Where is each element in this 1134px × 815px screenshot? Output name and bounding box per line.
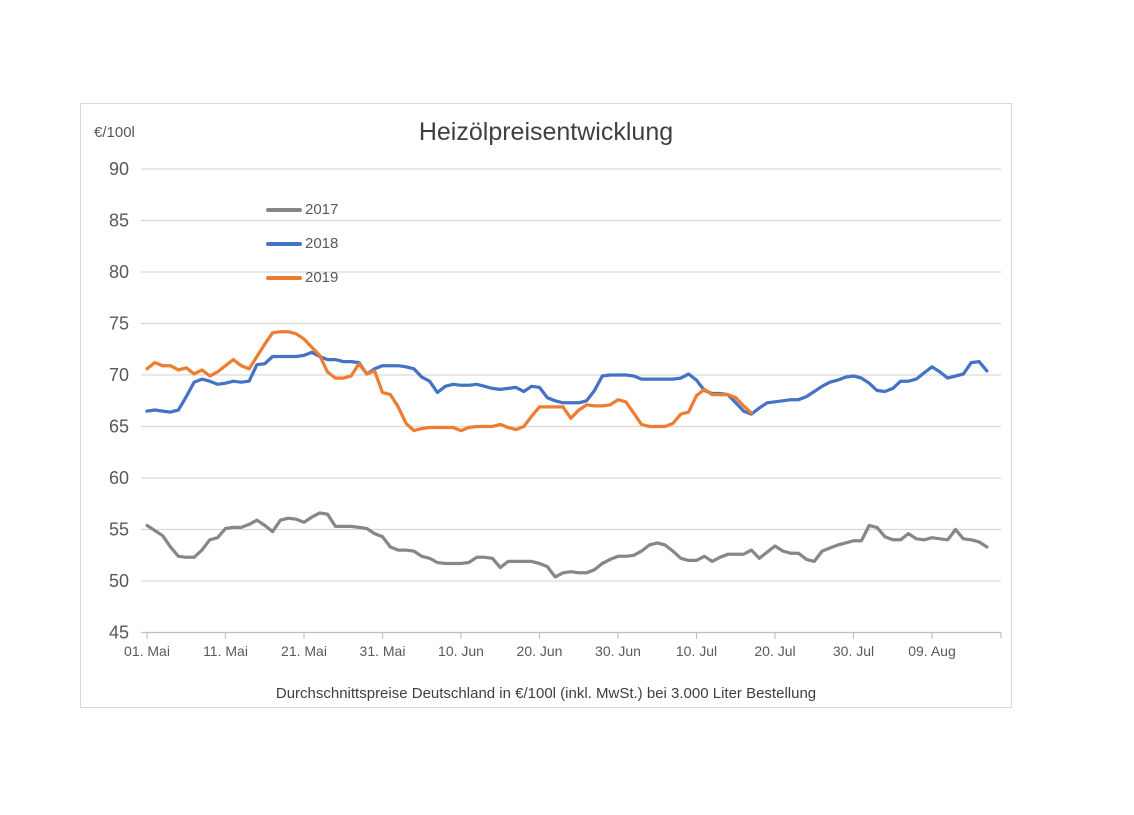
y-tick-label-60: 60 bbox=[109, 468, 129, 488]
legend-label-2019: 2019 bbox=[305, 269, 339, 286]
x-tick-label: 10. Jul bbox=[676, 643, 717, 659]
x-tick-label: 10. Jun bbox=[438, 643, 484, 659]
y-tick-label-75: 75 bbox=[109, 314, 129, 334]
legend-item-2018: 2018 bbox=[266, 233, 338, 254]
x-tick-label: 09. Aug bbox=[908, 643, 956, 659]
series-line-2018 bbox=[145, 350, 989, 416]
legend-item-2019: 2019 bbox=[266, 267, 338, 288]
series-line-2019 bbox=[145, 330, 754, 433]
y-tick-label-70: 70 bbox=[109, 365, 129, 385]
x-tick-label: 11. Mai bbox=[203, 643, 248, 659]
y-tick-label-45: 45 bbox=[109, 623, 129, 643]
legend: 2017 2018 2019 bbox=[266, 199, 338, 288]
legend-item-2017: 2017 bbox=[266, 199, 338, 220]
chart-card: 90 85 80 75 70 65 60 55 50 45 01. Mai 11. Mai 21. Ma… bbox=[80, 103, 1012, 708]
y-tick-label-85: 85 bbox=[109, 211, 129, 231]
y-axis-unit-label: €/100l bbox=[94, 124, 135, 141]
y-tick-label-65: 65 bbox=[109, 417, 129, 437]
legend-label-2018: 2018 bbox=[305, 235, 339, 252]
chart-title: Heizölpreisentwicklung bbox=[418, 118, 674, 146]
y-tick-label-50: 50 bbox=[109, 571, 129, 591]
legend-swatch-2017 bbox=[266, 207, 302, 212]
x-tick-label: 21. Mai bbox=[281, 643, 327, 659]
x-tick-label: 30. Jul bbox=[833, 643, 874, 659]
y-tick-label-80: 80 bbox=[109, 262, 129, 282]
y-tick-label-55: 55 bbox=[109, 520, 129, 540]
legend-swatch-2019 bbox=[266, 275, 302, 280]
legend-label-2017: 2017 bbox=[305, 201, 339, 218]
x-tick-label: 20. Jul bbox=[754, 643, 795, 659]
x-tick-label: 20. Jun bbox=[517, 643, 563, 659]
legend-swatch-2018 bbox=[266, 241, 302, 246]
x-tick-label: 01. Mai bbox=[124, 643, 170, 659]
chart-subtitle: Durchschnittspreise Deutschland in €/100… bbox=[275, 685, 817, 702]
series-line-2017 bbox=[145, 511, 989, 579]
x-tick-label: 31. Mai bbox=[360, 643, 406, 659]
x-tick-label: 30. Jun bbox=[595, 643, 641, 659]
y-tick-label-90: 90 bbox=[109, 159, 129, 179]
